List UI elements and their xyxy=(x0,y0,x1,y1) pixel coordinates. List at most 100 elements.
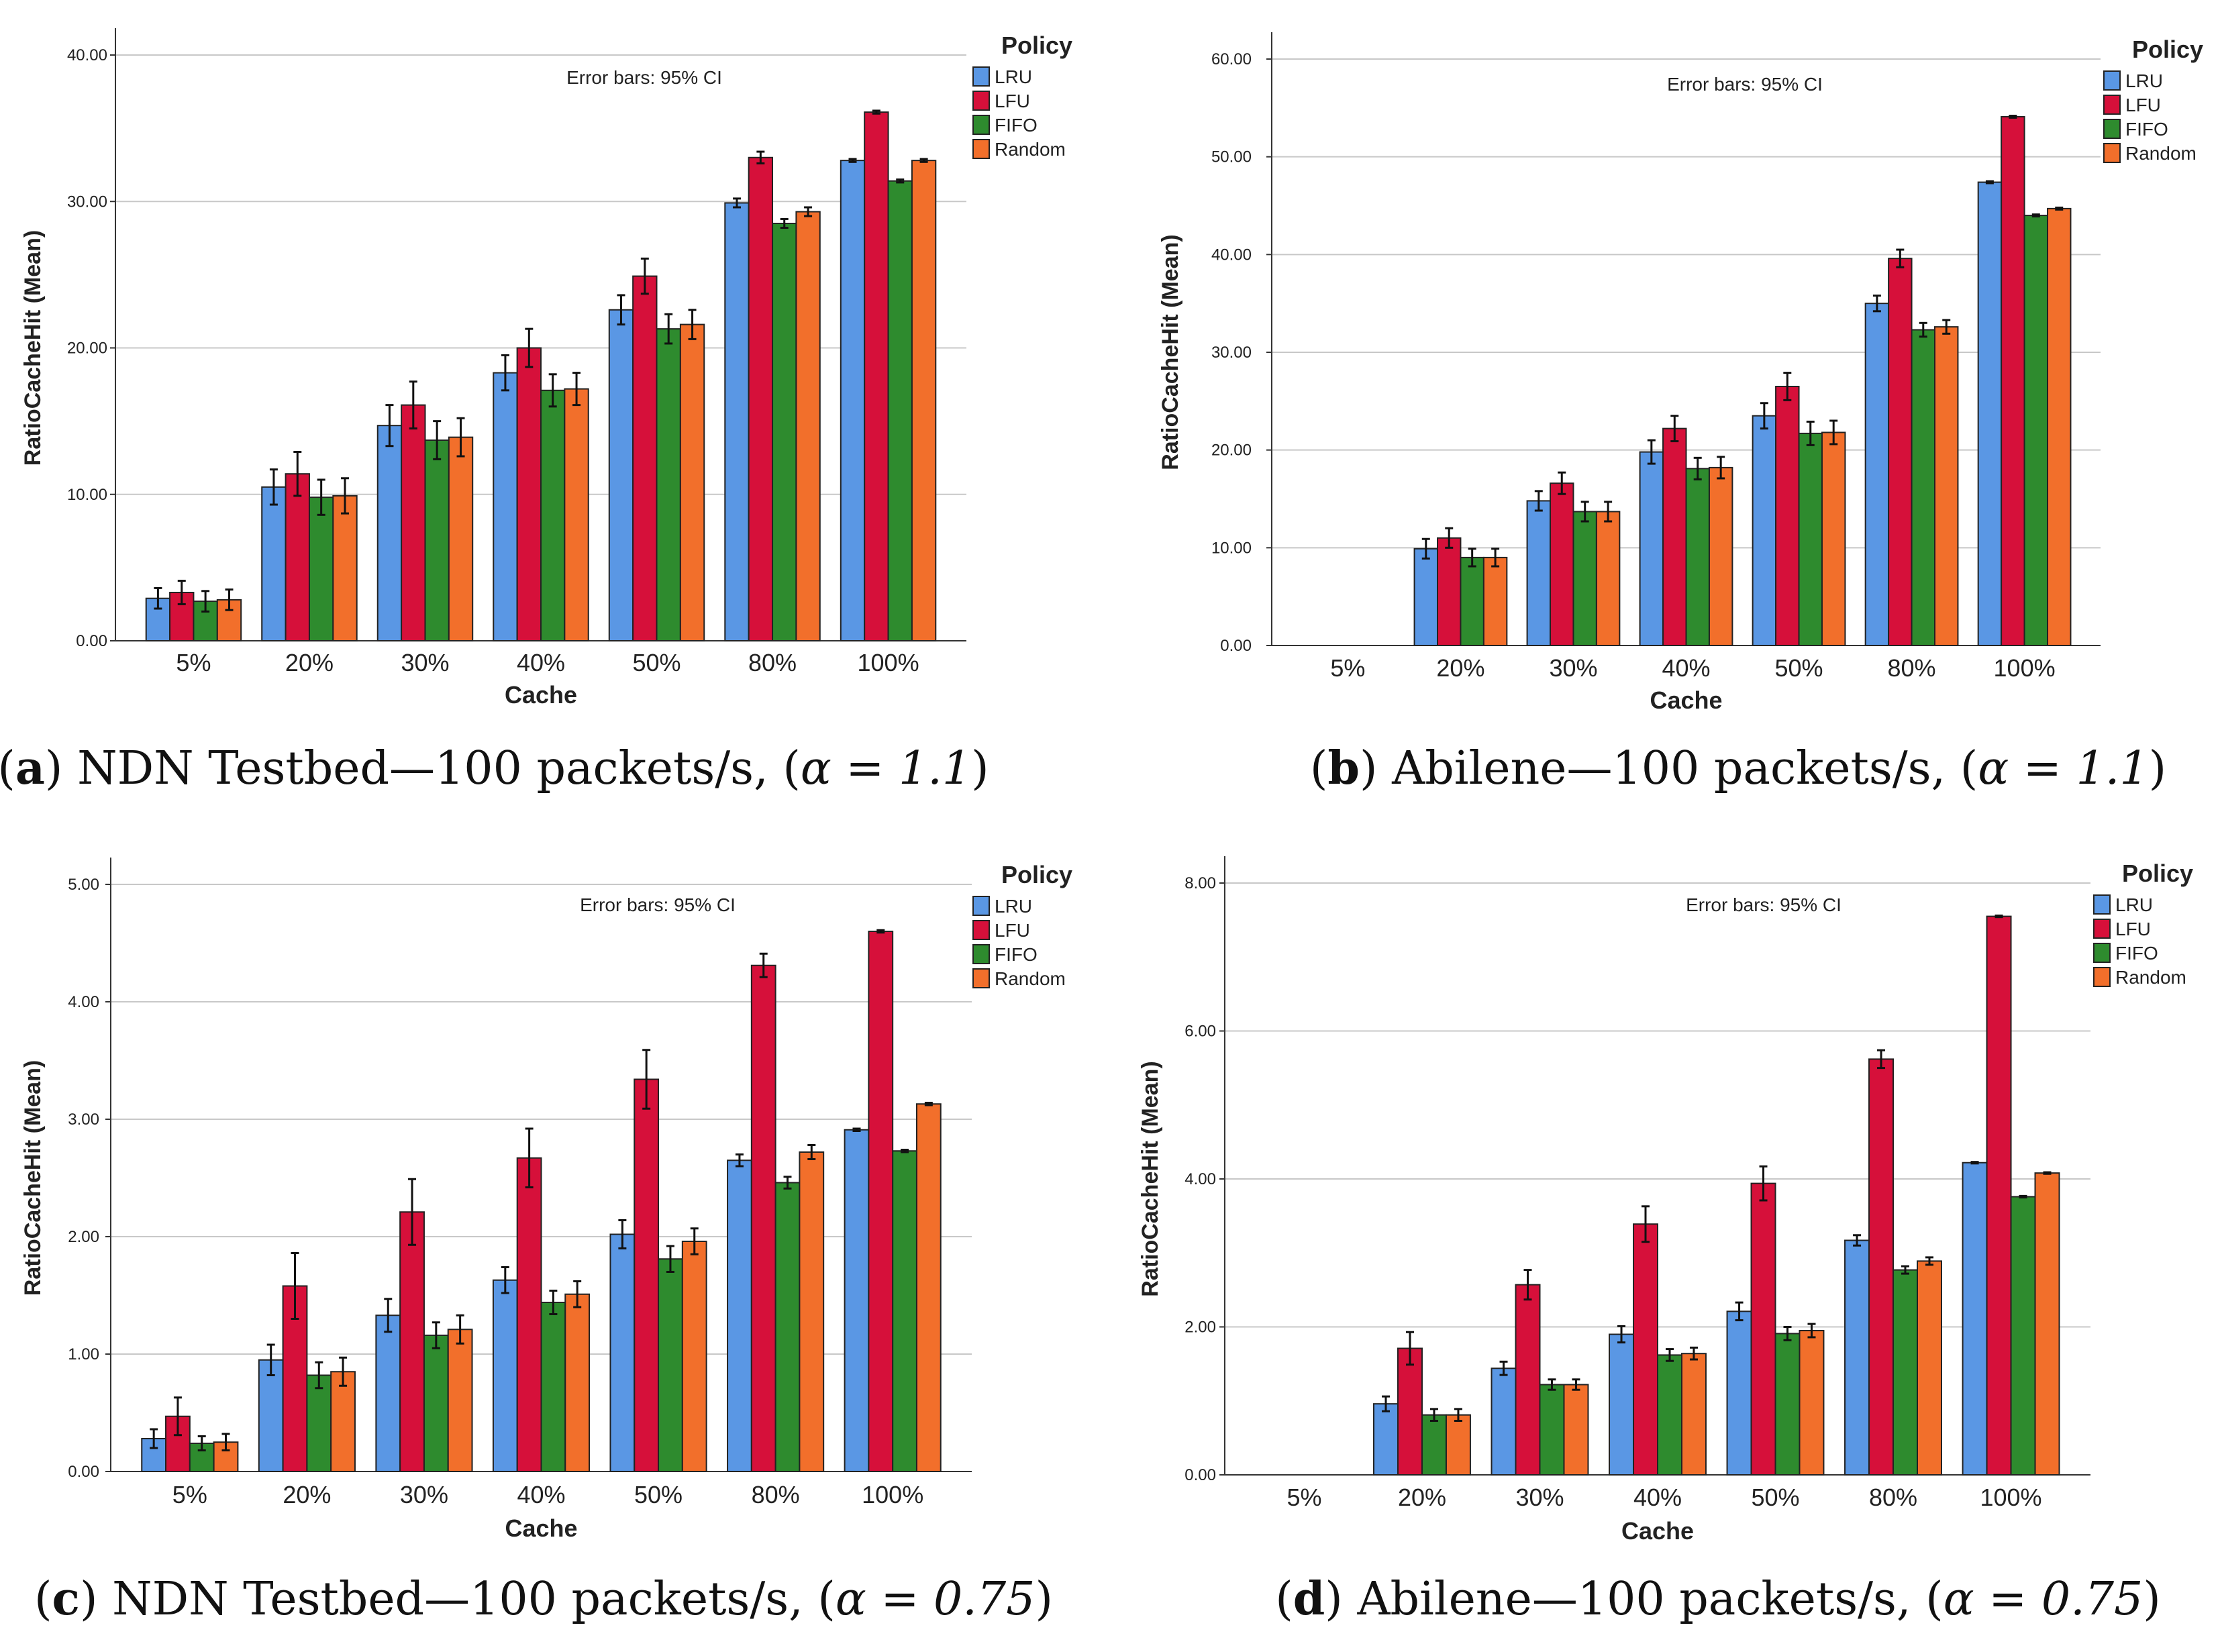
errorbar-lfu-1 xyxy=(1405,1331,1414,1366)
errorbar-random-3 xyxy=(1689,1346,1698,1361)
legend-swatch-lru xyxy=(2103,70,2121,91)
ytick-label: 5.00 xyxy=(68,876,99,894)
caption-close-paren: ) xyxy=(45,742,77,795)
errorbar-lru-2 xyxy=(384,1298,393,1333)
bar-random-5 xyxy=(1917,1260,1942,1476)
bar-lru-1 xyxy=(1373,1403,1399,1476)
xtick-label: 50% xyxy=(634,1481,683,1508)
bar-random-3 xyxy=(564,388,589,641)
bar-lfu-1 xyxy=(285,473,310,641)
caption-open-paren: ( xyxy=(0,742,15,795)
xtick-label: 50% xyxy=(632,649,680,676)
caption-text: NDN Testbed—100 packets/s, xyxy=(112,1573,803,1626)
errorbar-lru-5 xyxy=(732,197,741,209)
errorbar-fifo-2 xyxy=(1548,1378,1556,1391)
xtick-label: 30% xyxy=(401,649,449,676)
caption-text: Abilene—100 packets/s, xyxy=(1391,742,1946,795)
legend-swatch-random xyxy=(972,968,990,988)
bar-fifo-4 xyxy=(658,1258,683,1472)
legend-swatch-lfu xyxy=(972,920,990,940)
bar-random-6 xyxy=(911,160,937,641)
ytick-label: 0.00 xyxy=(1184,1466,1216,1484)
bar-random-1 xyxy=(1445,1414,1471,1476)
y-axis-label: RatioCacheHit (Mean) xyxy=(20,1060,46,1296)
bar-lru-6 xyxy=(840,160,866,641)
bar-fifo-6 xyxy=(887,180,913,641)
errorbar-random-1 xyxy=(339,1356,348,1387)
legend-label-lru: LRU xyxy=(995,66,1032,87)
bar-fifo-3 xyxy=(1657,1354,1682,1476)
legend: Policy LRU LFU FIFO Random xyxy=(2093,860,2193,988)
bar-fifo-2 xyxy=(423,1335,449,1472)
errorbar-lfu-2 xyxy=(408,1178,417,1246)
errorbar-random-4 xyxy=(688,309,697,340)
errorbar-lfu-0 xyxy=(177,580,186,605)
errorbar-lru-6 xyxy=(1970,1161,1979,1165)
errorbar-random-3 xyxy=(1717,456,1725,480)
ytick-label: 40.00 xyxy=(1211,246,1252,264)
bar-lru-4 xyxy=(608,309,634,641)
bar-fifo-6 xyxy=(2010,1196,2036,1476)
bar-fifo-2 xyxy=(1572,511,1597,646)
legend-label-lfu: LFU xyxy=(995,920,1030,941)
legend-label-random: Random xyxy=(995,968,1066,989)
errorbar-fifo-2 xyxy=(1580,501,1589,523)
bar-fifo-5 xyxy=(774,1182,801,1472)
legend-label-random: Random xyxy=(2115,967,2186,988)
errorbar-fifo-5 xyxy=(1901,1265,1910,1275)
bar-lru-2 xyxy=(1491,1367,1517,1476)
bar-lru-6 xyxy=(1977,181,2003,647)
xtick-label: 50% xyxy=(1751,1484,1799,1511)
errorbar-lru-6 xyxy=(1985,180,1994,185)
caption-paren: ( xyxy=(803,1573,836,1626)
errorbar-fifo-1 xyxy=(315,1361,323,1390)
legend-swatch-fifo xyxy=(972,115,990,135)
x-axis-label: Cache xyxy=(505,1514,577,1542)
errorbar-lfu-1 xyxy=(1445,527,1454,549)
legend-swatch-fifo xyxy=(972,944,990,964)
bar-lru-6 xyxy=(1962,1161,1988,1476)
ytick-label: 30.00 xyxy=(67,193,107,211)
errorbar-fifo-4 xyxy=(666,1245,674,1273)
bar-lfu-5 xyxy=(1868,1058,1895,1476)
bar-lfu-3 xyxy=(1633,1223,1659,1476)
legend-title: Policy xyxy=(2132,36,2203,63)
xtick-label: 80% xyxy=(1888,654,1936,682)
bar-random-6 xyxy=(915,1103,942,1472)
bar-lru-3 xyxy=(492,1279,518,1472)
errorbar-lfu-0 xyxy=(173,1396,182,1437)
errorbar-random-5 xyxy=(804,206,813,217)
bar-lru-6 xyxy=(844,1129,870,1472)
xtick-label: 80% xyxy=(1869,1484,1917,1511)
bar-lru-5 xyxy=(1844,1239,1870,1476)
legend-swatch-lfu xyxy=(972,91,990,111)
errorbar-random-3 xyxy=(572,372,581,407)
errorbar-random-2 xyxy=(1604,501,1613,523)
caption-text: NDN Testbed—100 packets/s, xyxy=(77,742,768,795)
errorbar-lfu-3 xyxy=(1670,415,1679,443)
ytick-label: 2.00 xyxy=(68,1228,99,1246)
bar-lru-4 xyxy=(609,1233,636,1472)
caption-alpha: α = 1.1 xyxy=(801,742,971,795)
errorbar-fifo-3 xyxy=(548,373,557,408)
bar-fifo-2 xyxy=(1539,1384,1565,1476)
errorbar-annotation: Error bars: 95% CI xyxy=(1667,74,1823,95)
bar-fifo-3 xyxy=(540,1302,566,1472)
errorbar-fifo-3 xyxy=(549,1290,558,1315)
bar-lfu-3 xyxy=(516,1157,542,1472)
legend-label-lru: LRU xyxy=(2125,70,2163,91)
errorbar-lru-4 xyxy=(618,1219,627,1249)
bar-fifo-4 xyxy=(1798,432,1823,646)
bar-lfu-2 xyxy=(401,404,426,641)
errorbar-lru-5 xyxy=(1853,1234,1862,1247)
errorbar-lru-1 xyxy=(266,1343,275,1376)
ytick-label: 10.00 xyxy=(1211,539,1252,557)
legend: Policy LRU LFU FIFO Random xyxy=(972,32,1072,160)
bar-lfu-5 xyxy=(748,156,774,641)
errorbar-lru-0 xyxy=(150,1428,158,1449)
ytick-label: 0.00 xyxy=(1220,637,1252,655)
bar-lru-4 xyxy=(1726,1310,1752,1476)
bar-fifo-5 xyxy=(1911,329,1936,646)
xtick-label: 20% xyxy=(283,1481,331,1508)
bar-lfu-6 xyxy=(868,931,894,1472)
